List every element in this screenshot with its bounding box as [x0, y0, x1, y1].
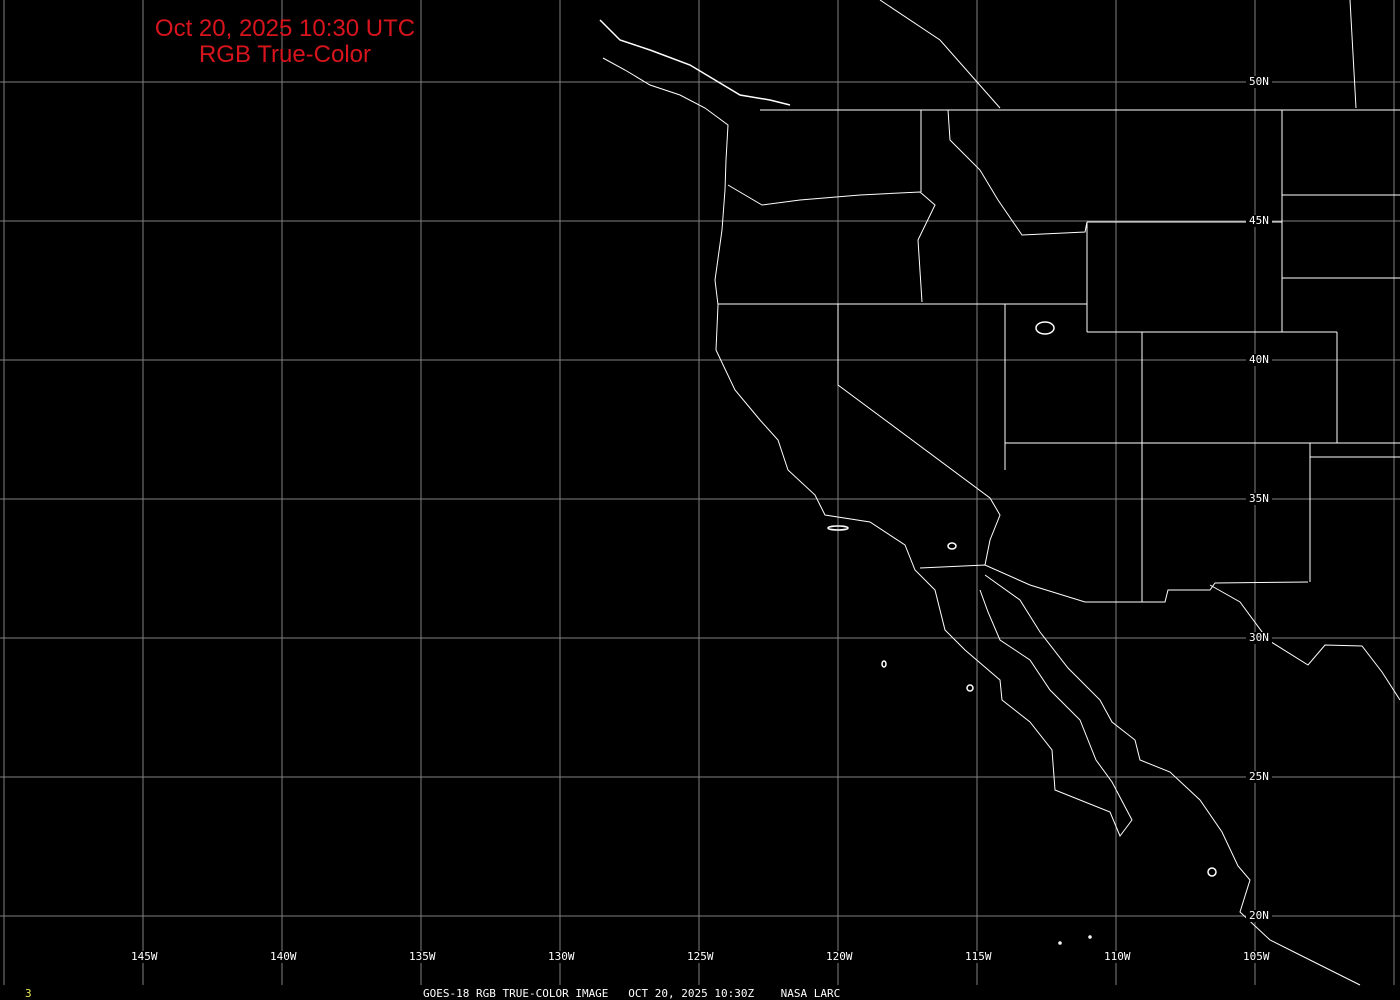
- lat-label: 35N: [1246, 493, 1272, 505]
- lon-label: 105W: [1240, 951, 1273, 963]
- id-mt-border: [947, 109, 1088, 236]
- us-mexico-border: [919, 564, 1309, 603]
- island-outline: [1035, 321, 1055, 335]
- island-outline: [827, 525, 849, 531]
- lat-label: 20N: [1246, 910, 1272, 922]
- canada-internal: [879, 0, 1001, 109]
- island-outline: [881, 660, 887, 668]
- island-outline: [966, 684, 974, 692]
- lat-label: 25N: [1246, 771, 1272, 783]
- footer-caption: GOES-18 RGB TRUE-COLOR IMAGE OCT 20, 202…: [423, 987, 841, 1000]
- island-outline: [1207, 867, 1217, 877]
- lat-label: 30N: [1246, 632, 1272, 644]
- lon-label: 140W: [267, 951, 300, 963]
- lon-label: 145W: [128, 951, 161, 963]
- lon-label: 130W: [545, 951, 578, 963]
- coastline-west: [602, 57, 1133, 837]
- coastline-gulf-east: [984, 574, 1361, 986]
- island-outline: [1058, 941, 1062, 945]
- salish-coast: [599, 19, 791, 106]
- lon-label: 110W: [1101, 951, 1134, 963]
- island-outline: [1088, 935, 1092, 939]
- title-datetime: Oct 20, 2025 10:30 UTC: [154, 15, 416, 42]
- frame-number: 3: [25, 987, 32, 1000]
- lon-label: 115W: [962, 951, 995, 963]
- lon-label: 120W: [823, 951, 856, 963]
- lon-label: 125W: [684, 951, 717, 963]
- lon-label: 135W: [406, 951, 439, 963]
- title-product: RGB True-Color: [198, 41, 372, 68]
- boundaries: [599, 0, 1400, 986]
- lat-label: 40N: [1246, 354, 1272, 366]
- coastline-mexico-east: [1209, 584, 1400, 701]
- island-outline: [947, 542, 957, 550]
- wa-or-border: [727, 184, 936, 303]
- canada-internal-2: [1349, 0, 1357, 109]
- lat-label: 50N: [1246, 76, 1272, 88]
- lat-label: 45N: [1246, 215, 1272, 227]
- ca-nv-border: [837, 304, 1001, 566]
